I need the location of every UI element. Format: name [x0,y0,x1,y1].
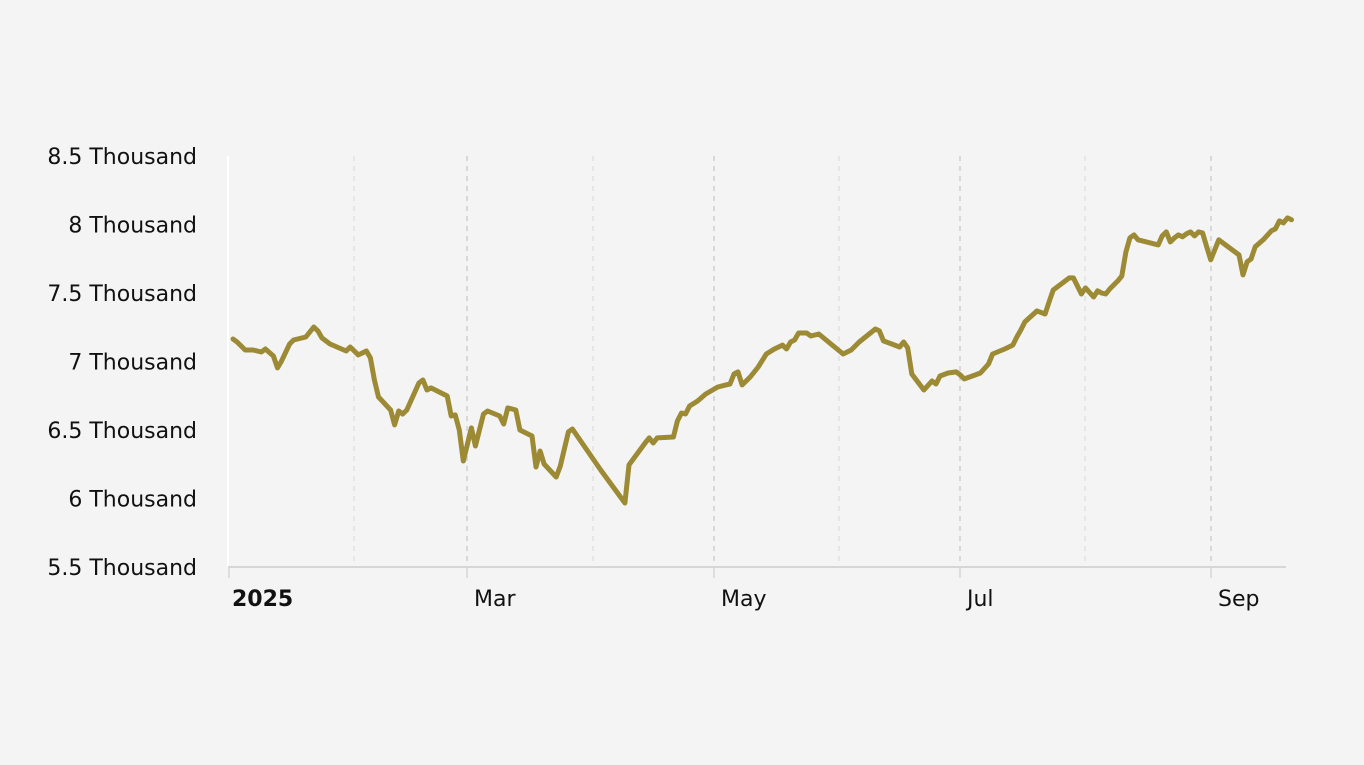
axes [227,156,1286,568]
y-tick-label: 8.5 Thousand [47,145,197,170]
gridlines [228,156,1212,578]
y-tick-label: 6.5 Thousand [47,419,197,444]
y-tick-label: 7 Thousand [68,351,197,376]
y-tick-label: 5.5 Thousand [47,556,197,581]
x-tick-labels: 2025 Mar May Jul Sep [232,587,1259,612]
series-group [230,215,1294,506]
y-tick-label: 6 Thousand [68,488,197,513]
series-line [230,215,1294,506]
y-tick-label: 7.5 Thousand [47,282,197,307]
x-tick-label: May [721,587,766,612]
y-tick-label: 8 Thousand [68,214,197,239]
x-tick-label: Sep [1218,587,1259,612]
x-tick-label: Jul [965,587,994,612]
x-tick-label: 2025 [232,587,293,612]
x-tick-label: Mar [474,587,516,612]
y-tick-labels: 5.5 Thousand 6 Thousand 6.5 Thousand 7 Thou… [47,145,197,581]
